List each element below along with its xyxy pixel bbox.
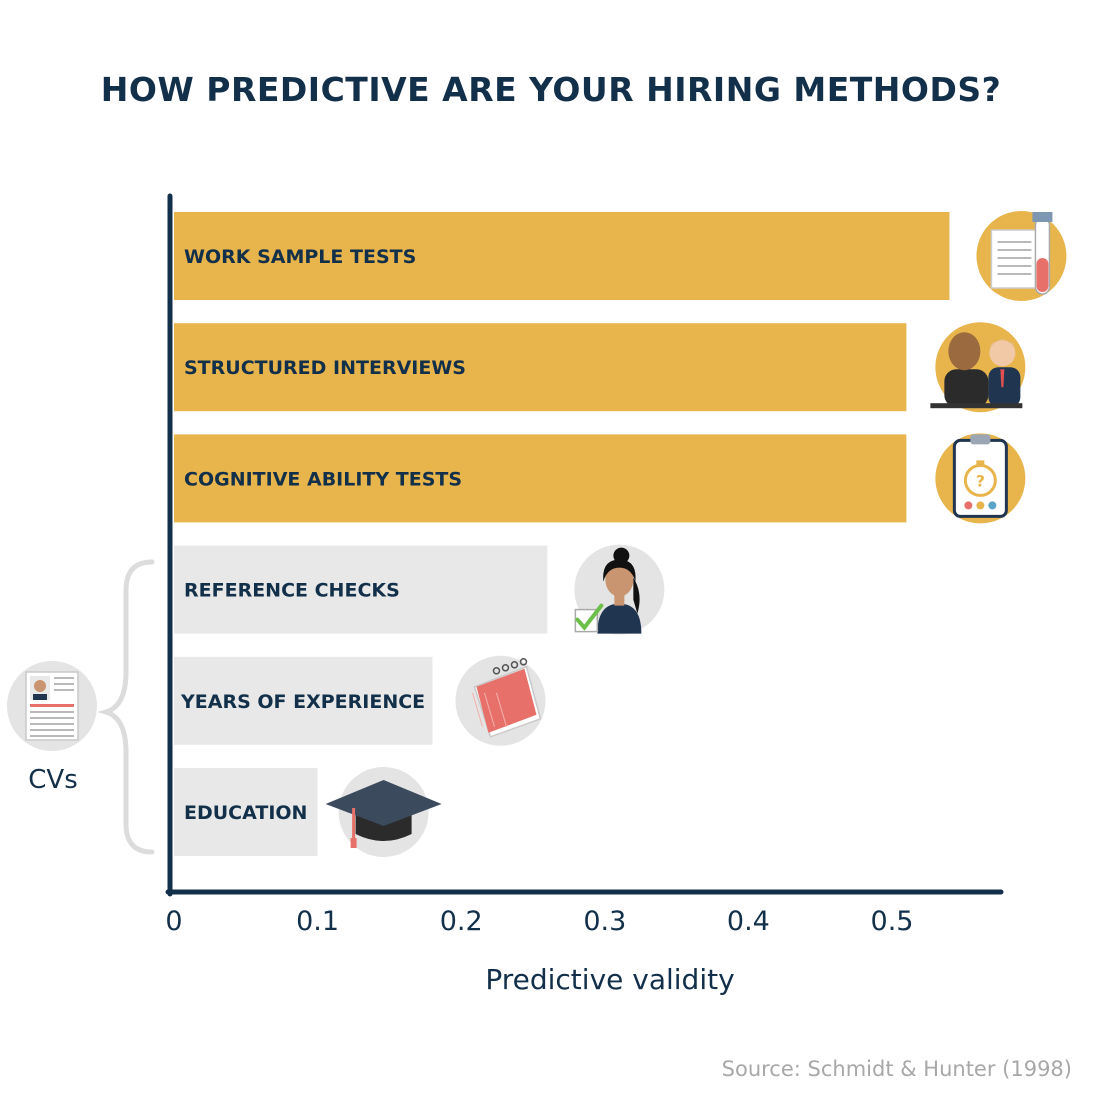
bar-label: COGNITIVE ABILITY TESTS: [184, 468, 462, 490]
chart-title: HOW PREDICTIVE ARE YOUR HIRING METHODS?: [100, 70, 1002, 109]
cv-resume-icon: [7, 661, 97, 751]
x-tick-label: 0.3: [583, 906, 626, 937]
axis-layer: [165, 193, 1004, 897]
document-test-tube-icon: [976, 211, 1067, 301]
cvs-group-label: CVs: [28, 765, 78, 795]
icons-layer: ?: [325, 211, 1067, 857]
calendar-icon: [455, 655, 546, 746]
x-axis-label: Predictive validity: [485, 963, 735, 996]
bar-reference-checks: [174, 545, 548, 634]
bar-label: REFERENCE CHECKS: [184, 580, 400, 602]
source-note: Source: Schmidt & Hunter (1998): [721, 1057, 1072, 1081]
clipboard-stopwatch-icon: ?: [935, 433, 1026, 524]
bar-work-sample-tests: [174, 212, 950, 300]
cv-group-brace: [97, 559, 155, 855]
interview-people-icon: [930, 322, 1026, 413]
graduation-cap-icon: [325, 767, 442, 857]
bar-education: [174, 768, 318, 856]
x-tick-label: 0.4: [727, 906, 770, 937]
x-tick-label: 0: [165, 906, 182, 937]
bar-years-of-experience: [174, 656, 433, 745]
bar-label: EDUCATION: [184, 802, 307, 824]
bars-layer: WORK SAMPLE TESTS STRUCTURED INTERVIEWS CO…: [174, 212, 950, 856]
cv-group-layer: [7, 559, 155, 855]
bar-cognitive-ability-tests: [174, 434, 907, 523]
woman-checkmark-icon: [574, 544, 665, 635]
x-tick-label: 0.5: [871, 906, 914, 937]
bar-label: WORK SAMPLE TESTS: [184, 246, 416, 268]
ticks-layer: 0 0.1 0.2 0.3 0.4 0.5: [165, 906, 913, 937]
x-tick-label: 0.2: [440, 906, 483, 937]
bar-structured-interviews: [174, 323, 907, 412]
svg-text:?: ?: [976, 471, 985, 490]
bar-label: YEARS OF EXPERIENCE: [180, 691, 425, 713]
bar-label: STRUCTURED INTERVIEWS: [184, 357, 466, 379]
x-tick-label: 0.1: [296, 906, 339, 937]
